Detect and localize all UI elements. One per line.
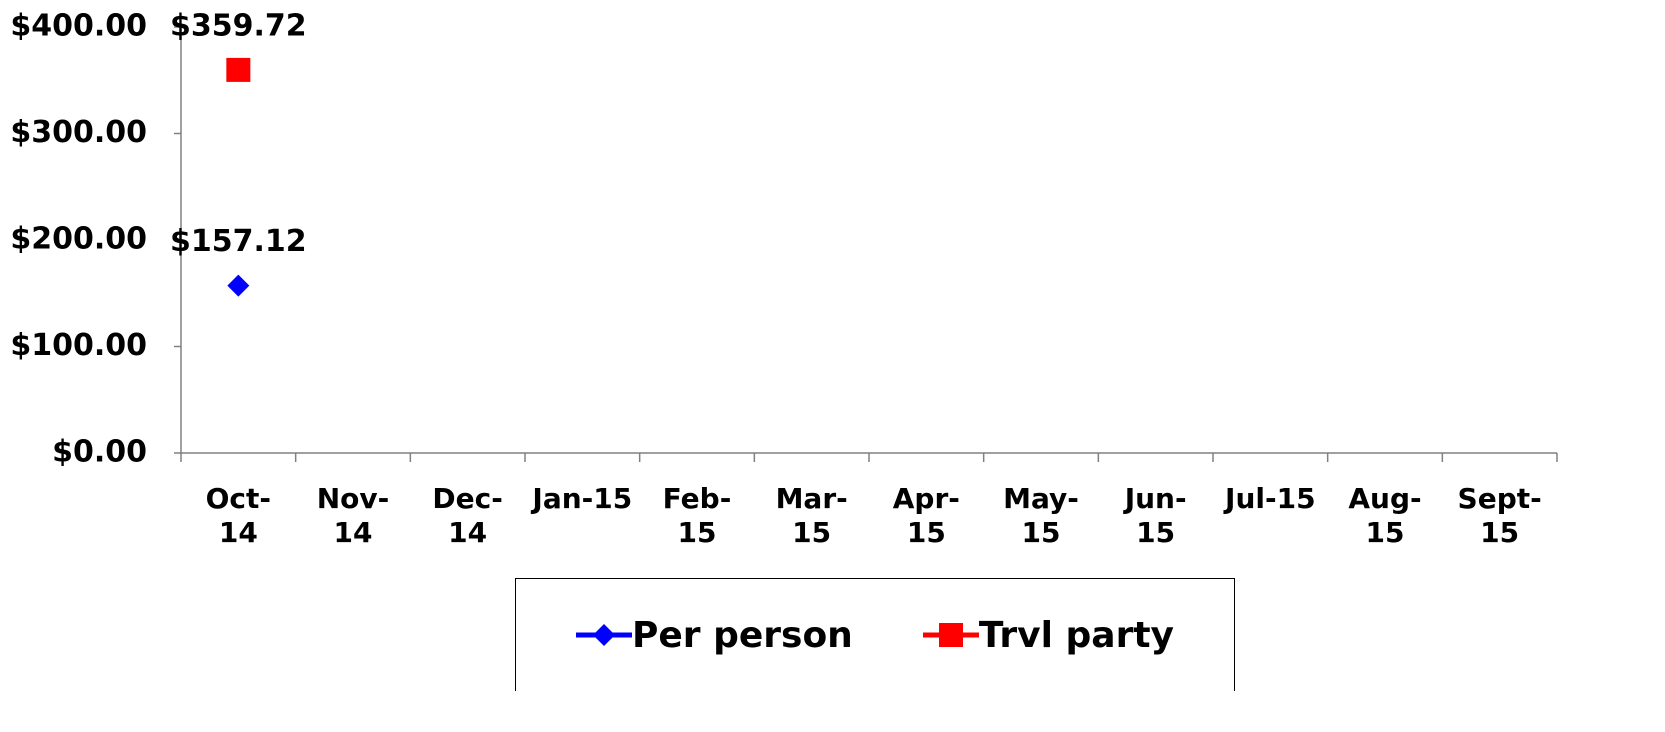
y-tick-label: $0.00 xyxy=(52,435,147,470)
x-tick-label: Apr-15 xyxy=(892,482,960,549)
y-tick-label: $300.00 xyxy=(10,115,147,150)
legend-marker xyxy=(592,624,615,646)
legend-swatch xyxy=(575,624,632,646)
data-label: $157.12 xyxy=(170,224,307,259)
data-label: $359.72 xyxy=(170,8,307,43)
legend-item: Trvl party xyxy=(922,614,1174,656)
x-tick-label: Aug-15 xyxy=(1348,482,1422,549)
legend-item: Per person xyxy=(575,614,853,656)
x-tick-label: Feb-15 xyxy=(662,482,732,549)
legend-marker xyxy=(938,623,963,647)
x-tick-label: Sept-15 xyxy=(1457,482,1542,549)
y-tick-label: $200.00 xyxy=(10,222,147,257)
y-tick-label: $100.00 xyxy=(10,328,147,363)
x-tick-label: Jan-15 xyxy=(532,482,633,515)
legend-swatch xyxy=(922,623,979,647)
x-tick-label: Jun-15 xyxy=(1124,482,1187,549)
legend-label: Per person xyxy=(631,614,853,656)
x-tick-label: Mar-15 xyxy=(775,482,848,549)
marker xyxy=(226,57,251,82)
x-tick-label: Jul-15 xyxy=(1225,482,1316,515)
legend: Per person Trvl party xyxy=(515,578,1235,691)
legend-label: Trvl party xyxy=(978,614,1174,656)
x-tick-label: May-15 xyxy=(1003,482,1079,549)
x-tick-label: Oct-14 xyxy=(205,482,272,549)
x-tick-label: Dec-14 xyxy=(432,482,503,549)
y-tick-label: $400.00 xyxy=(10,9,147,44)
marker xyxy=(227,274,250,297)
x-tick-label: Nov-14 xyxy=(316,482,390,549)
